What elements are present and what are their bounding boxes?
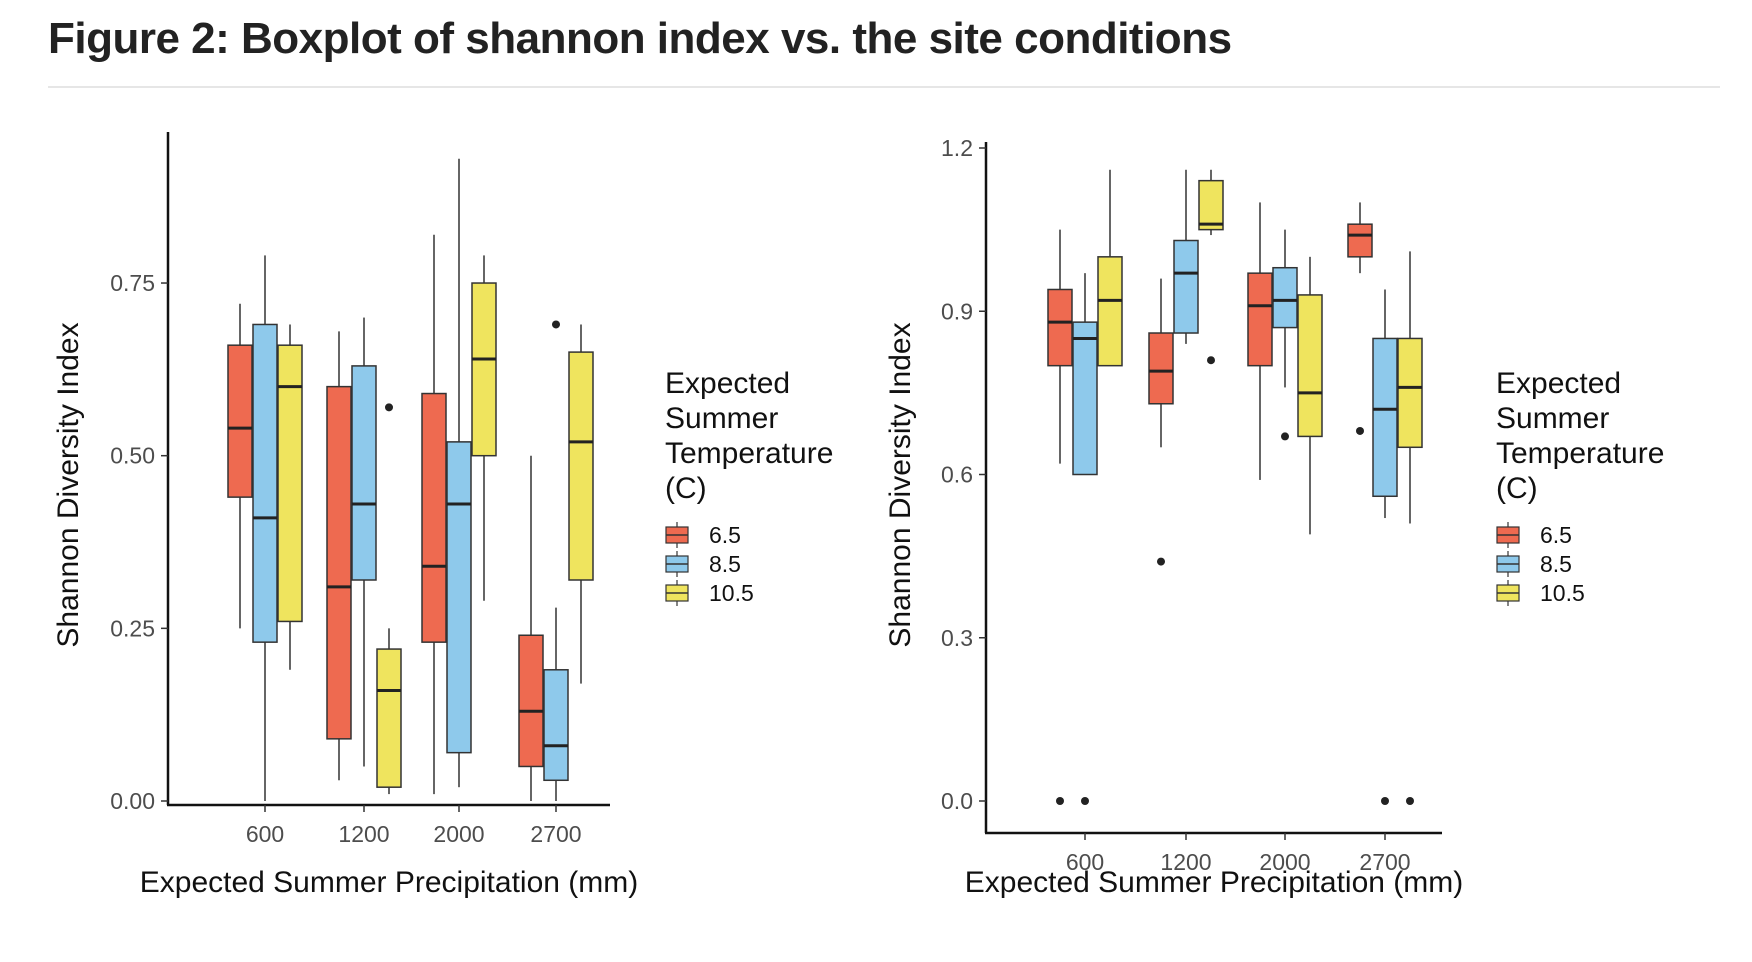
legend-title-line: Temperature (1496, 437, 1664, 470)
x-axis-title: Expected Summer Precipitation (mm) (965, 866, 1464, 899)
boxplot-chart-left: 0.00 0.25 0.50 0.75 600 1200 2000 2700 Expected … (52, 132, 833, 899)
title-divider (48, 86, 1720, 88)
box-iqr (277, 344, 303, 623)
box-6.5-2000 (421, 234, 447, 795)
box-iqr (376, 648, 402, 788)
legend-title-line: Temperature (665, 437, 833, 470)
box-iqr (1072, 321, 1098, 476)
box-iqr (1272, 266, 1298, 329)
y-axis-title: Shannon Diversity Index (884, 322, 917, 647)
box-8.5-2700 (543, 320, 569, 801)
box-iqr (1347, 223, 1373, 258)
x-tick-label: 2000 (433, 821, 484, 847)
box-iqr (518, 634, 544, 768)
box-10.5-2700 (568, 324, 594, 684)
outlier-point (385, 403, 393, 412)
legend-title-line: (C) (1496, 472, 1538, 505)
legend-entry-label: 6.5 (709, 522, 741, 548)
outlier-point (1157, 557, 1165, 566)
x-axis-title: Expected Summer Precipitation (mm) (140, 866, 639, 899)
box-iqr (1097, 256, 1123, 367)
x-tick-label: 2000 (1259, 849, 1310, 875)
box-iqr (326, 385, 352, 740)
box-10.5-1200 (1198, 169, 1224, 365)
box-8.5-1200 (1173, 169, 1199, 344)
box-6.5-2700 (518, 455, 544, 801)
box-iqr (1173, 239, 1199, 334)
outlier-point (1056, 797, 1064, 805)
legend-title-line: Expected (1496, 367, 1621, 400)
box-10.5-600 (277, 324, 303, 670)
box-iqr (1247, 272, 1273, 367)
y-tick-label: 0.50 (110, 443, 155, 469)
box-iqr (1047, 288, 1073, 367)
box-iqr (446, 441, 472, 754)
outlier-point (1281, 432, 1289, 441)
y-tick-label: 0.25 (110, 615, 155, 641)
box-10.5-2000 (471, 255, 497, 601)
legend-entry-label: 8.5 (1540, 551, 1572, 577)
box-10.5-600 (1097, 169, 1123, 367)
box-10.5-1200 (376, 403, 402, 795)
figure-title: Figure 2: Boxplot of shannon index vs. t… (48, 14, 1232, 63)
outlier-point (1207, 356, 1215, 365)
box-8.5-2000 (446, 158, 472, 788)
box-6.5-600 (227, 303, 253, 629)
outlier-point (1406, 797, 1414, 805)
outlier-point (1356, 426, 1364, 435)
box-8.5-1200 (351, 317, 377, 767)
outlier-point (1381, 797, 1389, 805)
box-8.5-2700 (1372, 289, 1398, 805)
box-8.5-600 (1072, 273, 1098, 805)
box-6.5-2700 (1347, 202, 1373, 435)
legend-title-line: (C) (665, 472, 707, 505)
y-tick-label: 0.00 (110, 788, 155, 814)
box-iqr (568, 351, 594, 581)
outlier-point (552, 320, 560, 329)
box-iqr (1297, 294, 1323, 438)
box-6.5-2000 (1247, 202, 1273, 480)
legend-entry-label: 6.5 (1540, 522, 1572, 548)
box-iqr (543, 669, 569, 782)
box-8.5-2000 (1272, 229, 1298, 441)
x-tick-label: 1200 (338, 821, 389, 847)
x-tick-label: 2700 (1359, 849, 1410, 875)
box-6.5-1200 (1148, 278, 1174, 566)
box-6.5-1200 (326, 331, 352, 781)
legend-title-line: Summer (665, 402, 778, 435)
x-tick-label: 2700 (530, 821, 581, 847)
box-iqr (1372, 337, 1398, 498)
x-tick-label: 1200 (1160, 849, 1211, 875)
y-tick-label: 0.3 (941, 625, 973, 651)
x-tick-label: 600 (1066, 849, 1104, 875)
box-iqr (1397, 337, 1423, 449)
y-tick-label: 0.6 (941, 462, 973, 488)
y-tick-label: 0.9 (941, 298, 973, 324)
box-iqr (421, 392, 447, 643)
y-axis-title: Shannon Diversity Index (52, 322, 85, 647)
legend-entry-label: 10.5 (1540, 580, 1585, 606)
x-tick-label: 600 (246, 821, 284, 847)
box-10.5-2000 (1297, 256, 1323, 535)
box-iqr (471, 282, 497, 457)
box-iqr (351, 365, 377, 581)
legend-title-line: Summer (1496, 402, 1609, 435)
box-6.5-600 (1047, 229, 1073, 805)
y-tick-label: 0.75 (110, 270, 155, 296)
legend-entry-label: 10.5 (709, 580, 754, 606)
box-iqr (1148, 332, 1174, 405)
box-iqr (227, 344, 253, 498)
y-tick-label: 1.2 (941, 135, 973, 161)
legend-entry-label: 8.5 (709, 551, 741, 577)
box-iqr (1198, 179, 1224, 231)
y-tick-label: 0.0 (941, 788, 973, 814)
box-10.5-2700 (1397, 251, 1423, 805)
box-8.5-600 (252, 255, 278, 801)
legend-title-line: Expected (665, 367, 790, 400)
outlier-point (1081, 797, 1089, 805)
box-iqr (252, 323, 278, 643)
